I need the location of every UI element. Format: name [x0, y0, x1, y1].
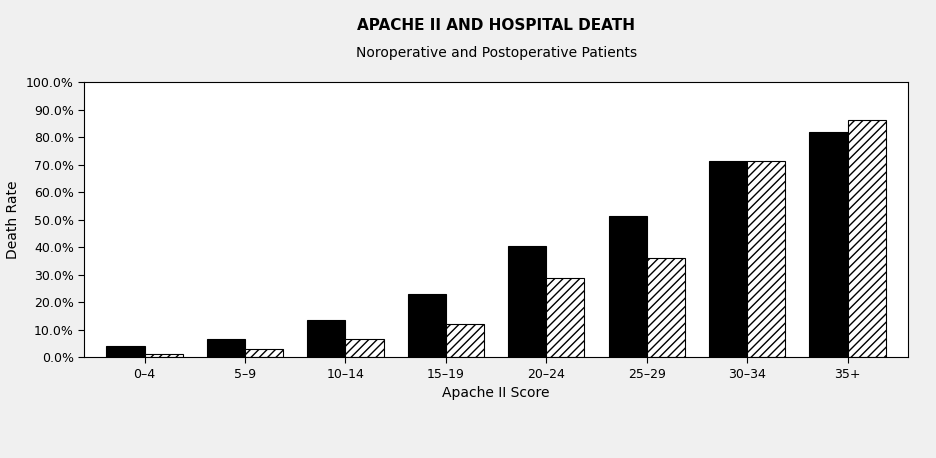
Bar — [647, 258, 685, 357]
Bar — [144, 354, 183, 357]
Bar — [848, 120, 885, 357]
Bar — [446, 324, 484, 357]
Bar — [810, 132, 848, 357]
Bar — [608, 216, 647, 357]
Bar — [107, 346, 144, 357]
Text: Noroperative and Postoperative Patients: Noroperative and Postoperative Patients — [356, 46, 636, 60]
Y-axis label: Death Rate: Death Rate — [7, 180, 21, 259]
Bar — [307, 320, 345, 357]
Bar — [245, 349, 283, 357]
Text: APACHE II AND HOSPITAL DEATH: APACHE II AND HOSPITAL DEATH — [357, 18, 636, 33]
Bar — [508, 246, 547, 357]
X-axis label: Apache II Score: Apache II Score — [443, 386, 549, 400]
Bar — [547, 278, 584, 357]
Bar — [709, 161, 747, 357]
Bar — [408, 294, 446, 357]
Bar — [207, 339, 245, 357]
Bar — [345, 339, 384, 357]
Bar — [747, 161, 785, 357]
